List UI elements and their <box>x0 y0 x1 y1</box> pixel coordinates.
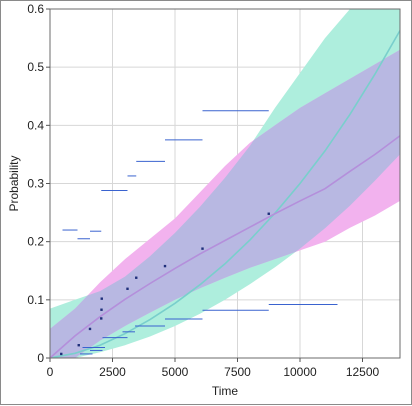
data-point <box>135 276 138 279</box>
fit-line <box>50 135 400 358</box>
confidence-bands <box>50 9 400 358</box>
data-point <box>100 308 103 311</box>
data-point <box>60 352 63 356</box>
x-tick-label: 12500 <box>346 365 380 379</box>
y-tick-label: 0.6 <box>27 2 44 16</box>
y-tick-label: 0.1 <box>27 293 44 307</box>
interval-marks <box>62 110 338 355</box>
x-tick-label: 10000 <box>283 365 317 379</box>
x-axis-title: Time <box>212 384 239 398</box>
band-overlap <box>50 49 400 358</box>
y-tick-label: 0.4 <box>27 118 44 132</box>
data-point <box>201 247 204 250</box>
y-tick-label: 0 <box>37 351 44 365</box>
x-tick-label: 7500 <box>224 365 251 379</box>
data-point <box>100 297 103 300</box>
x-tick-label: 2500 <box>99 365 126 379</box>
data-point <box>100 317 103 320</box>
data-point <box>267 212 270 215</box>
y-axis-ticks: 0 0.1 0.2 0.3 0.4 0.5 0.6 <box>27 2 50 365</box>
y-axis-title: Probability <box>7 155 21 211</box>
x-tick-label: 5000 <box>162 365 189 379</box>
fit-line <box>50 30 400 358</box>
fit-lines <box>50 30 400 358</box>
y-tick-label: 0.5 <box>27 60 44 74</box>
data-points <box>60 212 270 356</box>
y-tick-label: 0.3 <box>27 177 44 191</box>
x-axis-ticks: 0 2500 5000 7500 10000 12500 <box>47 358 380 379</box>
data-point <box>126 287 129 290</box>
data-point <box>88 327 92 331</box>
y-tick-label: 0.2 <box>27 235 44 249</box>
data-point <box>163 264 167 268</box>
data-point <box>77 344 80 347</box>
x-tick-label: 0 <box>47 365 54 379</box>
